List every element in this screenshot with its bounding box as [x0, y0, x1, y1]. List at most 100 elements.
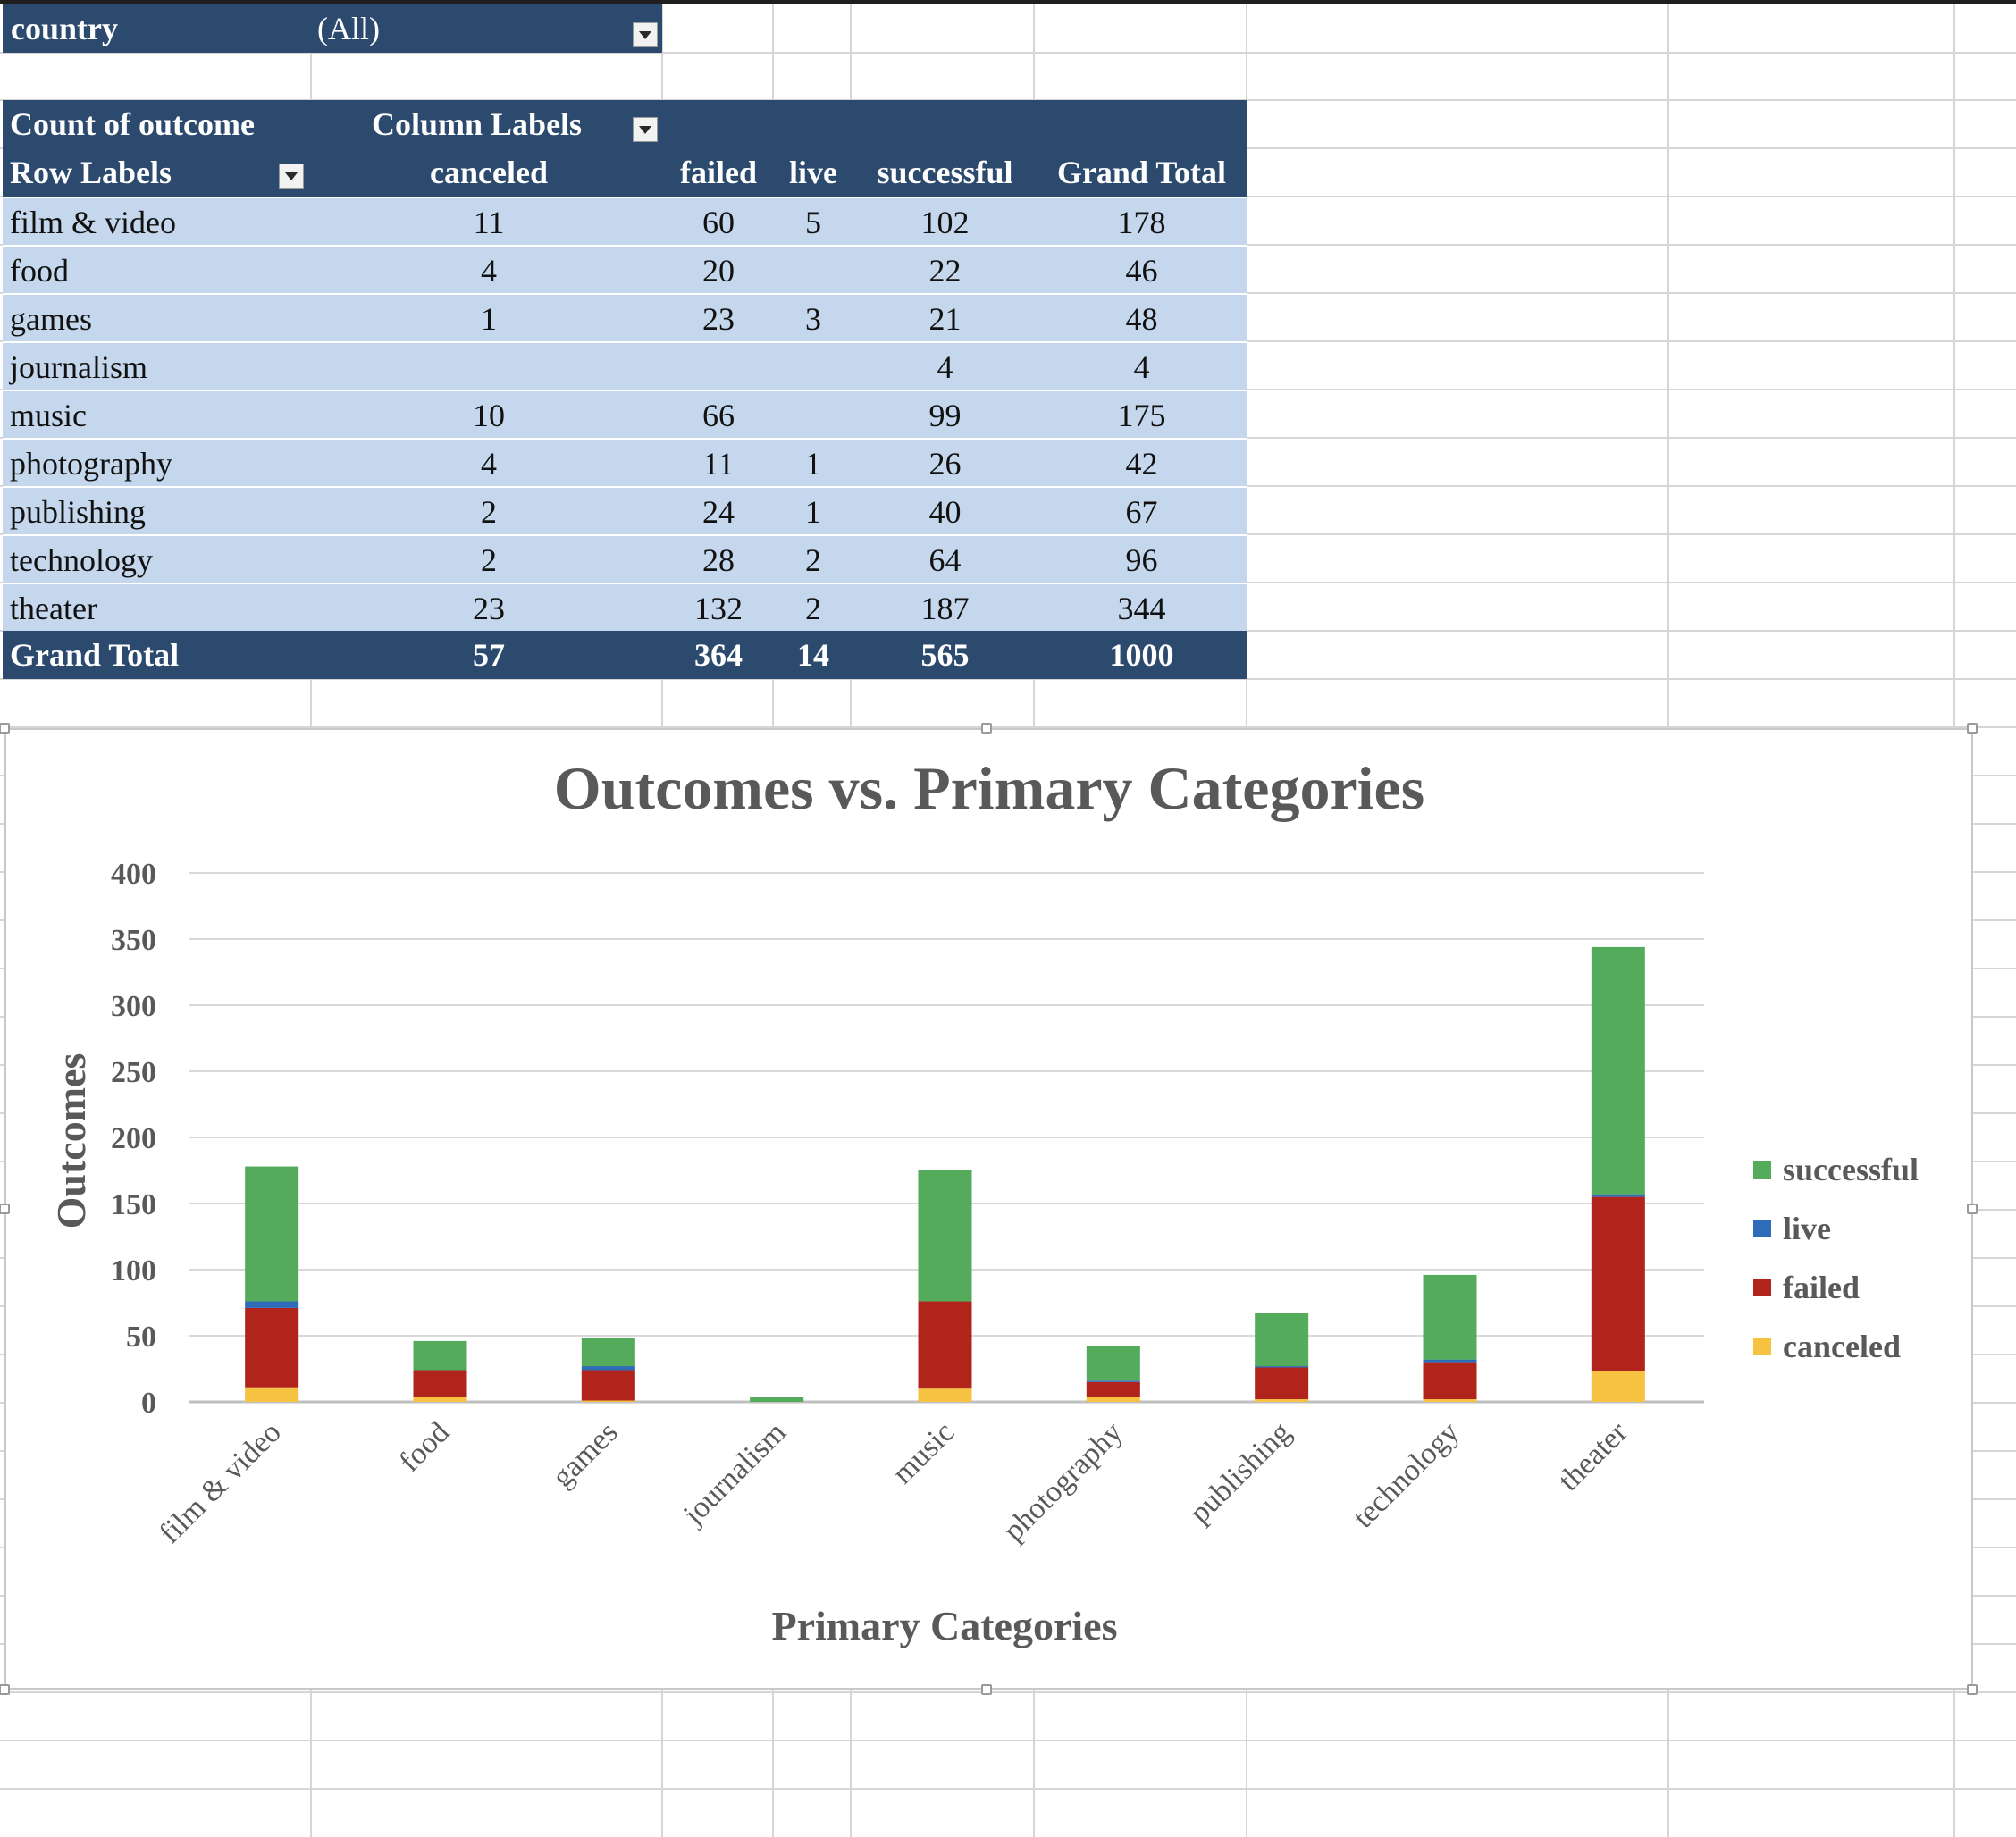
chart-resize-handle[interactable] — [0, 723, 10, 734]
table-row: technology 2 28 2 64 96 — [3, 534, 1247, 583]
y-tick-label: 0 — [141, 1387, 156, 1420]
total-grand-total: 1000 — [1109, 637, 1174, 673]
chart-resize-handle[interactable] — [1967, 1684, 1978, 1695]
cell-live: 3 — [805, 301, 821, 337]
cell-live: 2 — [805, 591, 821, 626]
legend-label-canceled: canceled — [1783, 1329, 1901, 1364]
cell-successful: 64 — [928, 542, 962, 578]
cell-successful: 99 — [928, 398, 962, 433]
bar-segment-failed — [1423, 1362, 1477, 1400]
legend-label-successful: successful — [1783, 1152, 1919, 1187]
y-tick-label: 400 — [111, 858, 156, 891]
total-failed: 364 — [694, 637, 743, 673]
cell-failed: 20 — [702, 253, 735, 289]
chart-title: Outcomes vs. Primary Categories — [554, 754, 1424, 822]
bar-segment-failed — [1086, 1381, 1140, 1397]
cell-successful: 187 — [920, 591, 970, 626]
chart-resize-handle[interactable] — [981, 1684, 992, 1695]
chart-resize-handle[interactable] — [0, 1204, 10, 1214]
bar-segment-successful — [1423, 1274, 1477, 1360]
cell-failed: 11 — [702, 446, 735, 482]
chart-resize-handle[interactable] — [0, 1684, 10, 1695]
bar-segment-failed — [581, 1370, 635, 1401]
bar-segment-live — [1255, 1366, 1309, 1368]
bar-segment-live — [1423, 1359, 1477, 1363]
bar-segment-failed — [918, 1301, 972, 1389]
cell-successful: 102 — [920, 205, 970, 240]
cell-grand-total: 67 — [1125, 494, 1158, 530]
cell-canceled: 2 — [481, 542, 497, 578]
filter-dropdown-icon[interactable] — [633, 22, 658, 47]
chart-resize-handle[interactable] — [981, 723, 992, 734]
row-labels-dropdown-icon[interactable] — [279, 164, 304, 189]
cell-live — [773, 247, 853, 295]
cell-canceled: 23 — [473, 591, 505, 626]
column-labels-dropdown-icon[interactable] — [633, 117, 658, 142]
column-header-failed: failed — [680, 155, 757, 190]
bar-segment-live — [245, 1301, 299, 1308]
column-header-successful: successful — [877, 155, 1013, 190]
cell-successful: 40 — [928, 494, 962, 530]
pivot-header-row-1: Count of outcome Column Labels — [3, 100, 1247, 148]
y-tick-label: 300 — [111, 990, 156, 1023]
bar-segment-successful — [581, 1338, 635, 1367]
row-label: film & video — [10, 205, 176, 240]
row-label: publishing — [10, 494, 147, 530]
y-tick-label: 250 — [111, 1056, 156, 1089]
column-header-grand-total: Grand Total — [1056, 155, 1227, 190]
table-row: food 4 20 22 46 — [3, 245, 1247, 293]
bar-segment-canceled — [1423, 1399, 1477, 1402]
row-label: theater — [10, 591, 97, 626]
column-header-live: live — [789, 155, 837, 190]
cell-failed: 28 — [702, 542, 735, 578]
cell-successful: 21 — [928, 301, 962, 337]
row-label: music — [10, 398, 87, 433]
cell-live: 2 — [805, 542, 821, 578]
x-tick-label: games — [546, 1415, 625, 1494]
cell-failed: 66 — [702, 398, 735, 433]
chart-resize-handle[interactable] — [1967, 1204, 1978, 1214]
table-row: theater 23 132 2 187 344 — [3, 583, 1247, 631]
bar-segment-successful — [1591, 946, 1645, 1195]
total-canceled: 57 — [473, 637, 505, 673]
cell-live — [773, 343, 853, 391]
cell-grand-total: 48 — [1125, 301, 1158, 337]
row-labels-label: Row Labels — [10, 155, 172, 190]
row-label: photography — [10, 446, 172, 482]
row-label: food — [10, 253, 69, 289]
cell-grand-total: 4 — [1133, 349, 1150, 385]
x-tick-label: food — [393, 1415, 456, 1478]
pivot-header-row-2: Row Labels canceled failed live successf… — [3, 148, 1247, 197]
legend-label-live: live — [1783, 1211, 1831, 1246]
cell-failed: 23 — [702, 301, 735, 337]
legend-swatch-live — [1753, 1220, 1771, 1237]
table-row: journalism 4 4 — [3, 341, 1247, 390]
x-tick-label: film & video — [153, 1415, 287, 1549]
row-label: technology — [10, 542, 153, 578]
bar-segment-successful — [413, 1340, 467, 1371]
cell-successful: 26 — [928, 446, 962, 482]
stacked-bar-chart[interactable]: 0 50 100 150 200 250 300 350 400 film & video foo… — [4, 728, 1973, 1690]
cell-live: 5 — [805, 205, 821, 240]
total-successful: 565 — [920, 637, 970, 673]
row-label: journalism — [10, 349, 147, 385]
bar-segment-failed — [1591, 1196, 1645, 1371]
table-row: photography 4 11 1 26 42 — [3, 438, 1247, 486]
cell-canceled — [307, 343, 671, 391]
bar-segment-canceled — [1086, 1397, 1140, 1402]
bar-segment-canceled — [918, 1388, 972, 1402]
filter-label: country — [11, 11, 118, 46]
table-row: film & video 11 60 5 102 178 — [3, 197, 1247, 245]
cell-canceled: 11 — [473, 205, 505, 240]
cell-canceled: 1 — [481, 301, 497, 337]
y-tick-label: 150 — [111, 1188, 156, 1221]
bar-segment-failed — [1255, 1367, 1309, 1400]
bar-segment-failed — [413, 1370, 467, 1397]
cell-canceled: 4 — [481, 253, 497, 289]
total-live: 14 — [797, 637, 829, 673]
bar-segment-canceled — [581, 1400, 635, 1402]
grand-total-row: Grand Total 57 364 14 565 1000 — [3, 631, 1247, 679]
chart-resize-handle[interactable] — [1967, 723, 1978, 734]
cell-failed — [662, 343, 775, 391]
legend-swatch-canceled — [1753, 1338, 1771, 1355]
